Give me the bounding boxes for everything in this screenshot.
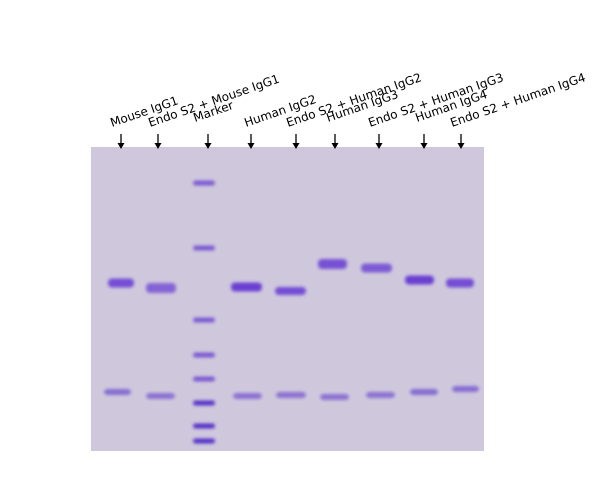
marker-band: [193, 317, 215, 323]
marker-band: [193, 245, 215, 251]
gel-band: [146, 393, 175, 399]
arrow-head: [457, 143, 465, 149]
gel-band: [410, 389, 438, 395]
gel-band: [361, 263, 392, 273]
arrow-head: [292, 143, 300, 149]
gel-band: [276, 392, 306, 398]
gel-band: [104, 389, 131, 395]
gel-band: [318, 259, 347, 269]
arrow-head: [117, 143, 125, 149]
marker-band: [193, 376, 215, 382]
marker-band: [193, 438, 215, 444]
arrow-head: [204, 143, 212, 149]
bands: [104, 180, 479, 444]
gel-band: [452, 386, 479, 392]
gel-band: [320, 394, 349, 400]
gel-band: [146, 283, 176, 293]
gel: [91, 147, 484, 451]
marker-band: [193, 423, 215, 429]
marker-band: [193, 400, 215, 406]
gel-band: [405, 275, 434, 285]
gel-band: [108, 278, 134, 288]
arrow-head: [247, 143, 255, 149]
gel-band: [275, 287, 306, 295]
marker-band: [193, 352, 215, 358]
arrow-head: [154, 143, 162, 149]
arrow-head: [331, 143, 339, 149]
gel-band: [233, 393, 262, 399]
arrow-head: [420, 143, 428, 149]
gel-band: [231, 282, 262, 292]
marker-band: [193, 180, 215, 186]
arrow-head: [375, 143, 383, 149]
gel-band: [446, 278, 474, 288]
gel-band: [366, 392, 395, 398]
